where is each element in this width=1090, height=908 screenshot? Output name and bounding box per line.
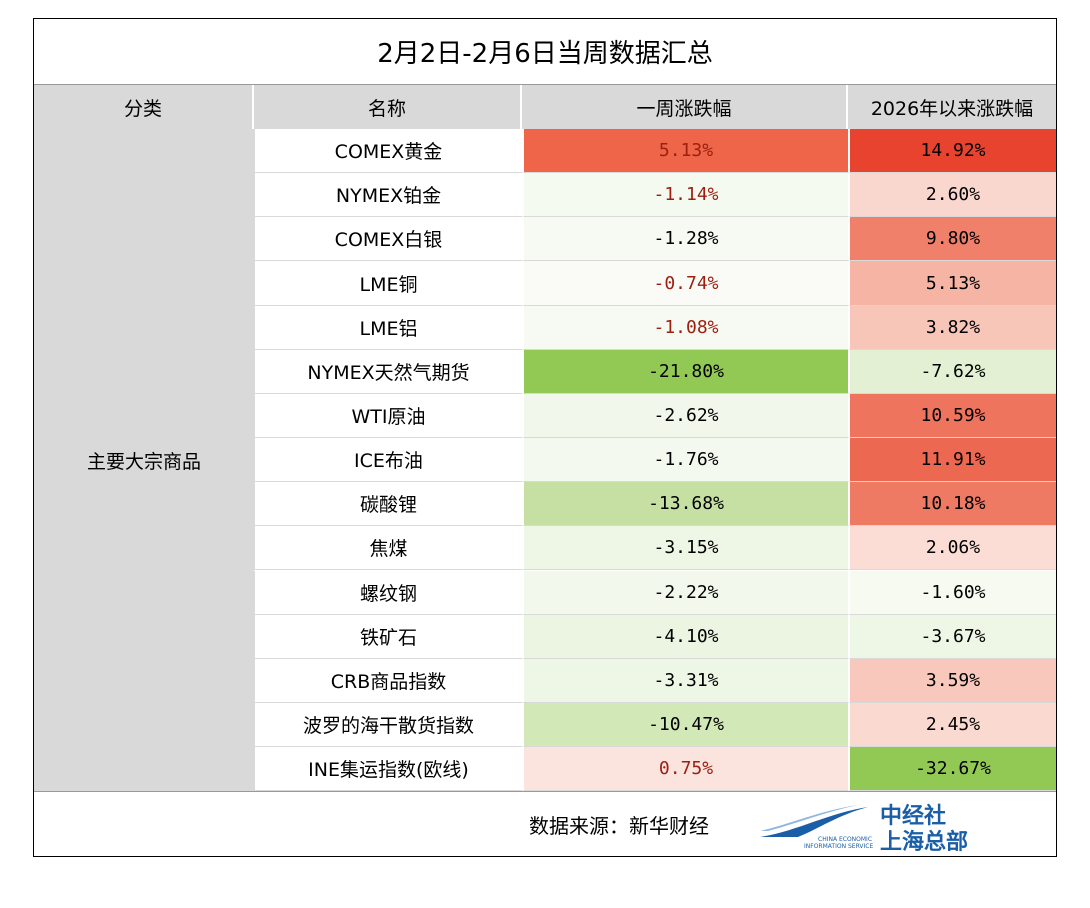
value-cell: 2.45% bbox=[848, 702, 1056, 748]
name-cell: 碳酸锂 bbox=[254, 482, 522, 527]
header-cell: 2026年以来涨跌幅 bbox=[848, 85, 1056, 129]
value-cell: -32.67% bbox=[848, 747, 1056, 792]
logo-cn: 中经社 bbox=[880, 803, 946, 829]
value-cell: -4.10% bbox=[522, 614, 848, 659]
logo-swoosh bbox=[760, 807, 868, 837]
value-cell: -3.15% bbox=[522, 526, 848, 571]
name-cell: 螺纹钢 bbox=[254, 570, 522, 615]
table-page: 2月2日-2月6日当周数据汇总 数据来源：新华财经 CHINA ECONOMIC… bbox=[33, 18, 1057, 857]
name-cell: CRB商品指数 bbox=[254, 658, 522, 703]
footer-rule bbox=[34, 791, 1056, 793]
value-cell: -1.28% bbox=[522, 217, 848, 262]
value-cell: -2.22% bbox=[522, 570, 848, 615]
header-cell: 名称 bbox=[254, 85, 522, 129]
name-cell: LME铝 bbox=[254, 305, 522, 350]
name-cell: 铁矿石 bbox=[254, 614, 522, 659]
value-cell: -0.74% bbox=[522, 261, 848, 306]
value-cell: 5.13% bbox=[522, 129, 848, 174]
value-cell: 3.82% bbox=[848, 305, 1056, 350]
value-cell: 10.59% bbox=[848, 393, 1056, 439]
name-cell: WTI原油 bbox=[254, 393, 522, 439]
title: 2月2日-2月6日当周数据汇总 bbox=[34, 19, 1056, 85]
value-cell: -1.60% bbox=[848, 570, 1056, 615]
value-cell: -13.68% bbox=[522, 482, 848, 527]
logo: CHINA ECONOMIC INFORMATION SERVICE 中经社 上… bbox=[760, 803, 968, 853]
name-cell: INE集运指数(欧线) bbox=[254, 747, 522, 792]
value-cell: -7.62% bbox=[848, 349, 1056, 394]
logo-cn: 上海总部 bbox=[880, 829, 968, 853]
value-cell: -3.67% bbox=[848, 614, 1056, 659]
value-cell: 5.13% bbox=[848, 261, 1056, 306]
logo-swoosh bbox=[760, 805, 858, 831]
name-cell: COMEX白银 bbox=[254, 217, 522, 262]
name-cell: 波罗的海干散货指数 bbox=[254, 702, 522, 748]
name-cell: COMEX黄金 bbox=[254, 129, 522, 174]
header-cell: 一周涨跌幅 bbox=[522, 85, 848, 129]
value-cell: 0.75% bbox=[522, 747, 848, 792]
logo-en: CHINA ECONOMIC bbox=[818, 836, 872, 843]
value-cell: -1.76% bbox=[522, 438, 848, 483]
source: 数据来源：新华财经 bbox=[529, 813, 709, 838]
logo-en: INFORMATION SERVICE bbox=[804, 843, 873, 850]
value-cell: 3.59% bbox=[848, 658, 1056, 703]
value-cell: -10.47% bbox=[522, 702, 848, 748]
value-cell: 2.06% bbox=[848, 526, 1056, 571]
name-cell: 焦煤 bbox=[254, 526, 522, 571]
name-cell: LME铜 bbox=[254, 261, 522, 306]
value-cell: -3.31% bbox=[522, 658, 848, 703]
value-cell: 10.18% bbox=[848, 482, 1056, 527]
value-cell: -1.08% bbox=[522, 305, 848, 350]
name-cell: NYMEX天然气期货 bbox=[254, 349, 522, 394]
group-cell: 主要大宗商品 bbox=[34, 129, 254, 792]
value-cell: 2.60% bbox=[848, 173, 1056, 218]
value-cell: -1.14% bbox=[522, 173, 848, 218]
header-cell: 分类 bbox=[34, 85, 254, 129]
name-cell: NYMEX铂金 bbox=[254, 173, 522, 218]
value-cell: -21.80% bbox=[522, 349, 848, 394]
value-cell: 14.92% bbox=[848, 129, 1056, 174]
value-cell: 11.91% bbox=[848, 438, 1056, 483]
value-cell: 9.80% bbox=[848, 217, 1056, 262]
value-cell: -2.62% bbox=[522, 393, 848, 439]
name-cell: ICE布油 bbox=[254, 438, 522, 483]
